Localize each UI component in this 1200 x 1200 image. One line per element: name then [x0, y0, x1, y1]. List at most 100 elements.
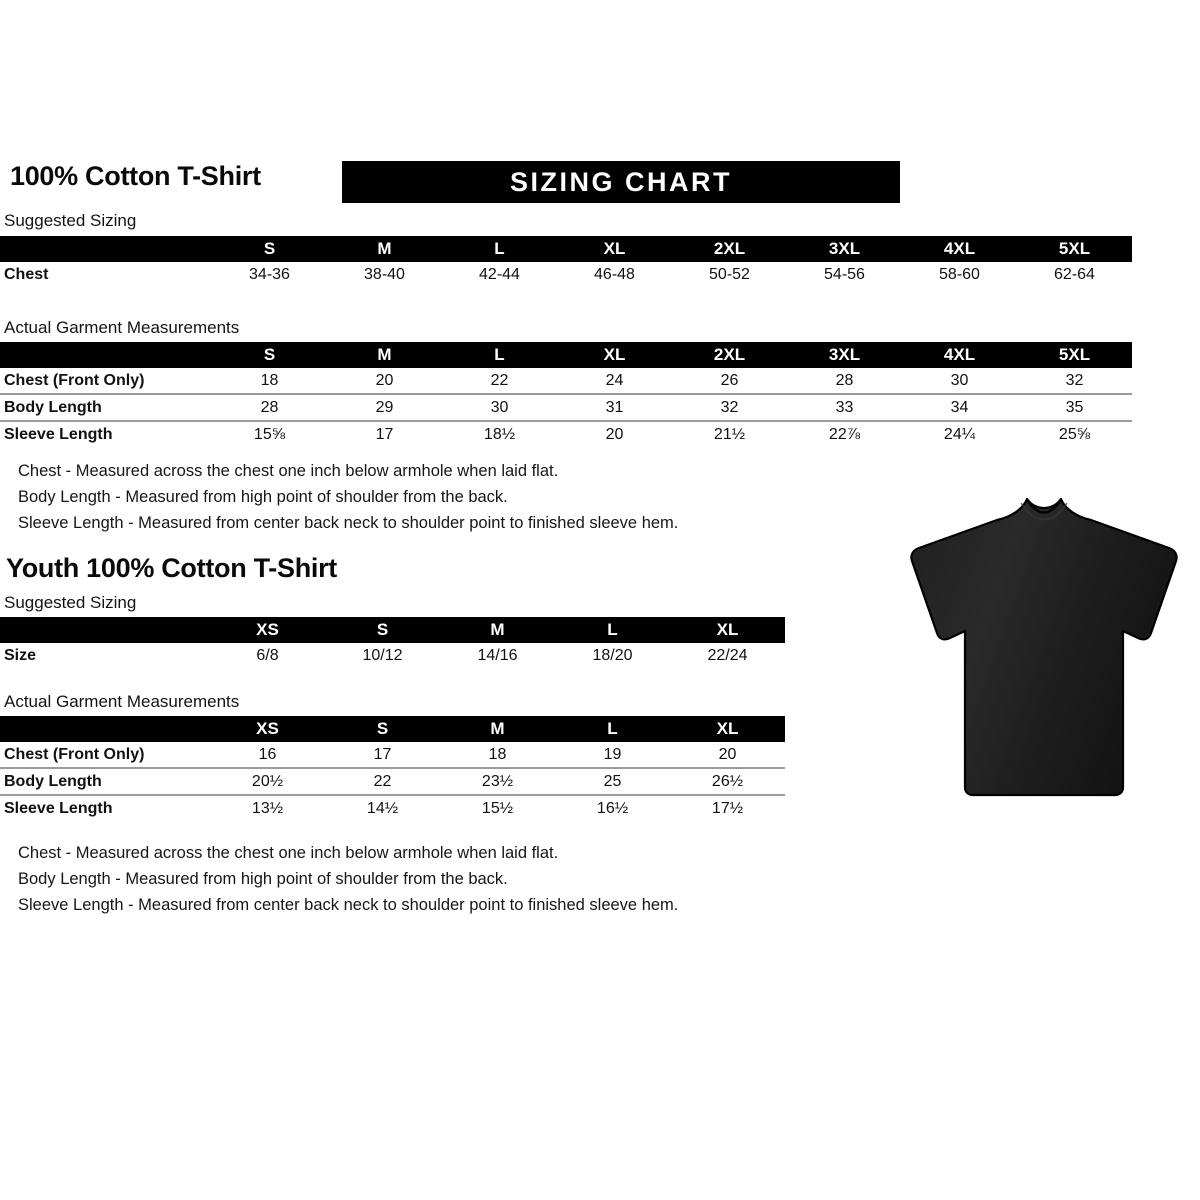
column-header: XL: [716, 719, 739, 738]
table-cell: 54-56: [824, 266, 865, 283]
table-cell: 25⅝: [1058, 426, 1091, 443]
table-cell: 15⅝: [253, 426, 286, 443]
table-cell: 30: [490, 399, 509, 416]
table-row: Chest 34-36 38-40 42-44 46-48 50-52 54-5…: [0, 262, 1132, 287]
table-cell: 18: [260, 372, 279, 389]
table-header-row: S M L XL 2XL 3XL 4XL 5XL: [0, 342, 1132, 368]
column-header: L: [607, 719, 618, 738]
column-header: M: [490, 620, 505, 639]
table-row: Sleeve Length 13½ 14½ 15½ 16½ 17½: [0, 796, 785, 821]
table-cell: 23½: [481, 773, 514, 790]
title-row: 100% Cotton T-Shirt: [0, 160, 1200, 208]
table-cell: 26: [720, 372, 739, 389]
column-header: S: [263, 345, 276, 364]
column-header: S: [376, 719, 389, 738]
youth-suggested-sizing-table: XS S M L XL Size 6/8 10/12 14/16 18/20 2…: [0, 617, 785, 668]
youth-actual-garment-caption: Actual Garment Measurements: [4, 692, 240, 711]
table-cell: 15½: [481, 800, 514, 817]
column-header: M: [377, 239, 392, 258]
adult-measurement-notes: Chest - Measured across the chest one in…: [18, 458, 678, 536]
column-header: XS: [256, 719, 279, 738]
table-cell: 22: [490, 372, 509, 389]
column-header: XL: [603, 345, 626, 364]
table-cell: 17½: [711, 800, 744, 817]
header-corner: [0, 342, 212, 368]
youth-measurement-notes: Chest - Measured across the chest one in…: [18, 840, 678, 918]
row-label: Sleeve Length: [4, 426, 113, 443]
column-header: 3XL: [828, 345, 861, 364]
table-cell: 22/24: [707, 647, 748, 664]
table-cell: 25: [603, 773, 622, 790]
row-separator: [0, 794, 785, 796]
adult-suggested-sizing-table: S M L XL 2XL 3XL 4XL 5XL Chest 34-36 38-…: [0, 236, 1132, 287]
table-cell: 32: [1065, 372, 1084, 389]
row-label: Chest (Front Only): [4, 372, 145, 389]
header-corner: [0, 617, 210, 643]
table-cell: 20: [605, 426, 624, 443]
column-header: L: [494, 345, 505, 364]
table-cell: 21½: [713, 426, 746, 443]
note-line: Body Length - Measured from high point o…: [18, 870, 508, 888]
column-header: M: [377, 345, 392, 364]
table-header-row: XS S M L XL: [0, 617, 785, 643]
row-separator: [0, 767, 785, 769]
adult-garment-measurements-table: S M L XL 2XL 3XL 4XL 5XL Chest (Front On…: [0, 342, 1132, 447]
table-cell: 28: [835, 372, 854, 389]
note-line: Chest - Measured across the chest one in…: [18, 462, 559, 480]
table-cell: 18: [488, 746, 507, 763]
adult-section-title: 100% Cotton T-Shirt: [10, 161, 261, 191]
table-row: Chest (Front Only) 16 17 18 19 20: [0, 742, 785, 767]
column-header: L: [494, 239, 505, 258]
table-cell: 14/16: [477, 647, 518, 664]
column-header: 5XL: [1058, 239, 1091, 258]
row-label: Chest: [4, 266, 49, 283]
table-cell: 58-60: [939, 266, 980, 283]
table-cell: 20½: [251, 773, 284, 790]
note-line: Sleeve Length - Measured from center bac…: [18, 896, 679, 914]
table-header-row: S M L XL 2XL 3XL 4XL 5XL: [0, 236, 1132, 262]
table-row: Size 6/8 10/12 14/16 18/20 22/24: [0, 643, 785, 668]
table-cell: 22: [373, 773, 392, 790]
note-line: Sleeve Length - Measured from center bac…: [18, 514, 679, 532]
column-header: 2XL: [713, 239, 746, 258]
table-cell: 29: [375, 399, 394, 416]
column-header: M: [490, 719, 505, 738]
table-cell: 24¼: [943, 426, 976, 443]
header-corner: [0, 236, 212, 262]
table-row: Body Length 20½ 22 23½ 25 26½: [0, 769, 785, 794]
table-header-row: XS S M L XL: [0, 716, 785, 742]
table-cell: 16½: [596, 800, 629, 817]
table-cell: 33: [835, 399, 854, 416]
table-cell: 46-48: [594, 266, 635, 283]
column-header: XL: [716, 620, 739, 639]
column-header: 4XL: [943, 239, 976, 258]
table-cell: 17: [375, 426, 394, 443]
column-header: 2XL: [713, 345, 746, 364]
table-cell: 13½: [251, 800, 284, 817]
column-header: L: [607, 620, 618, 639]
column-header: 4XL: [943, 345, 976, 364]
table-cell: 34-36: [249, 266, 290, 283]
table-cell: 6/8: [256, 647, 279, 664]
table-cell: 18/20: [592, 647, 633, 664]
table-cell: 18½: [483, 426, 516, 443]
table-cell: 34: [950, 399, 969, 416]
table-row: Sleeve Length 15⅝ 17 18½ 20 21½ 22⅞ 24¼ …: [0, 422, 1132, 447]
table-cell: 30: [950, 372, 969, 389]
row-separator: [0, 393, 1132, 395]
table-cell: 16: [258, 746, 277, 763]
column-header: S: [376, 620, 389, 639]
sizing-chart-banner-label: SIZING CHART: [510, 167, 732, 197]
row-label: Chest (Front Only): [4, 746, 145, 763]
column-header: XS: [256, 620, 279, 639]
youth-section-title: Youth 100% Cotton T-Shirt: [6, 553, 337, 583]
row-label: Body Length: [4, 773, 102, 790]
table-cell: 38-40: [364, 266, 405, 283]
column-header: S: [263, 239, 276, 258]
table-cell: 10/12: [362, 647, 403, 664]
youth-garment-measurements-table: XS S M L XL Chest (Front Only) 16 17 18 …: [0, 716, 785, 821]
table-cell: 17: [373, 746, 392, 763]
note-line: Chest - Measured across the chest one in…: [18, 844, 559, 862]
row-label: Size: [4, 647, 37, 664]
